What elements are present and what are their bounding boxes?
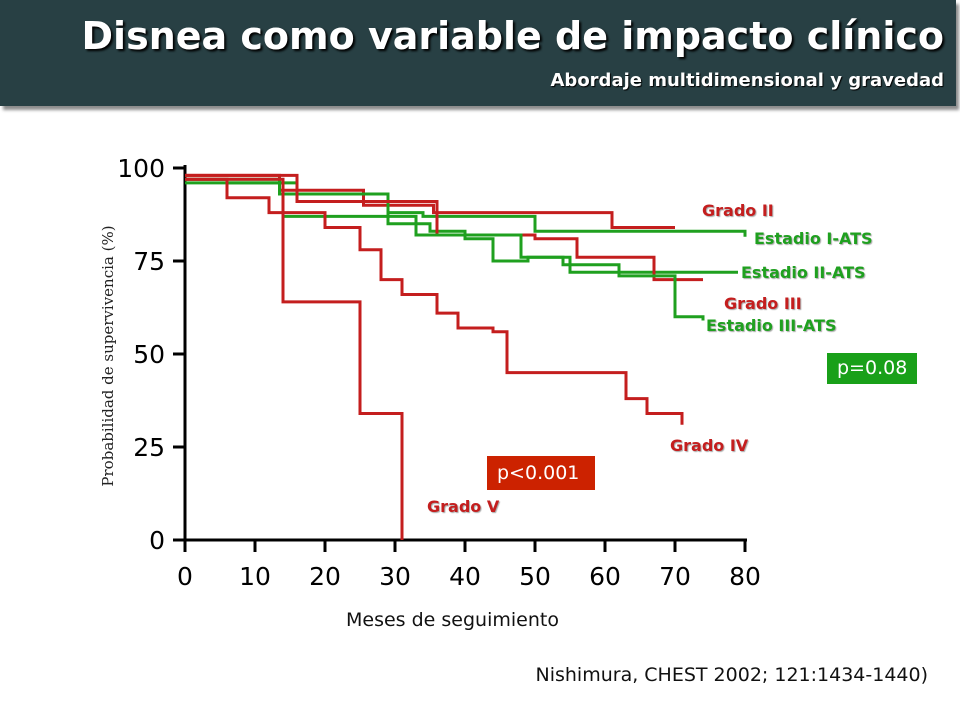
- slide-subtitle: Abordaje multidimensional y gravedad: [550, 70, 945, 91]
- series-label-estadio-i-ats: Estadio I-ATS: [754, 229, 873, 248]
- x-axis-title: Meses de seguimiento: [346, 609, 559, 631]
- x-tick-label: 40: [449, 562, 481, 591]
- series-label-grado-v: Grado V: [427, 497, 500, 516]
- p-value-badge-red: p<0.001: [487, 456, 595, 490]
- series-label-estadio-ii-ats: Estadio II-ATS: [741, 263, 866, 282]
- slide-title: Disnea como variable de impacto clínico: [81, 14, 944, 58]
- x-tick-label: 70: [659, 562, 691, 591]
- y-tick-label: 100: [117, 154, 165, 183]
- chart-axes: 0 10 20 30 40 50 60 70 80 0 25 50 75 100: [117, 154, 761, 591]
- y-axis-title: Probabilidad de supervivencia (%): [99, 225, 117, 487]
- x-tick-label: 80: [729, 562, 761, 591]
- y-tick-label: 75: [133, 247, 165, 276]
- x-tick-label: 10: [239, 562, 271, 591]
- series-line-grado-iv: [185, 177, 684, 425]
- x-tick-label: 20: [309, 562, 341, 591]
- x-tick-label: 30: [379, 562, 411, 591]
- x-tick-label: 0: [177, 562, 193, 591]
- series-label-estadio-iii-ats: Estadio III-ATS: [706, 316, 836, 335]
- x-tick-label: 50: [519, 562, 551, 591]
- chart-series: [185, 173, 747, 540]
- y-tick-label: 50: [133, 340, 165, 369]
- y-tick-label: 0: [149, 526, 165, 555]
- y-tick-label: 25: [133, 433, 165, 462]
- series-line-grado-iii: [185, 173, 703, 282]
- chart-series-labels: Grado II Estadio I-ATS Estadio II-ATS Grado…: [427, 201, 873, 516]
- series-line-grado-v: [185, 177, 404, 540]
- title-banner: Disnea como variable de impacto clínico …: [0, 0, 956, 106]
- p-value-badge-green: p=0.08: [827, 353, 917, 384]
- series-label-grado-iv: Grado IV: [670, 436, 749, 455]
- series-line-estadio-iii-ats: [185, 181, 705, 321]
- series-label-grado-iii: Grado III: [724, 294, 802, 313]
- citation: Nishimura, CHEST 2002; 121:1434-1440): [535, 664, 929, 686]
- series-label-grado-ii: Grado II: [702, 201, 774, 220]
- x-tick-label: 60: [589, 562, 621, 591]
